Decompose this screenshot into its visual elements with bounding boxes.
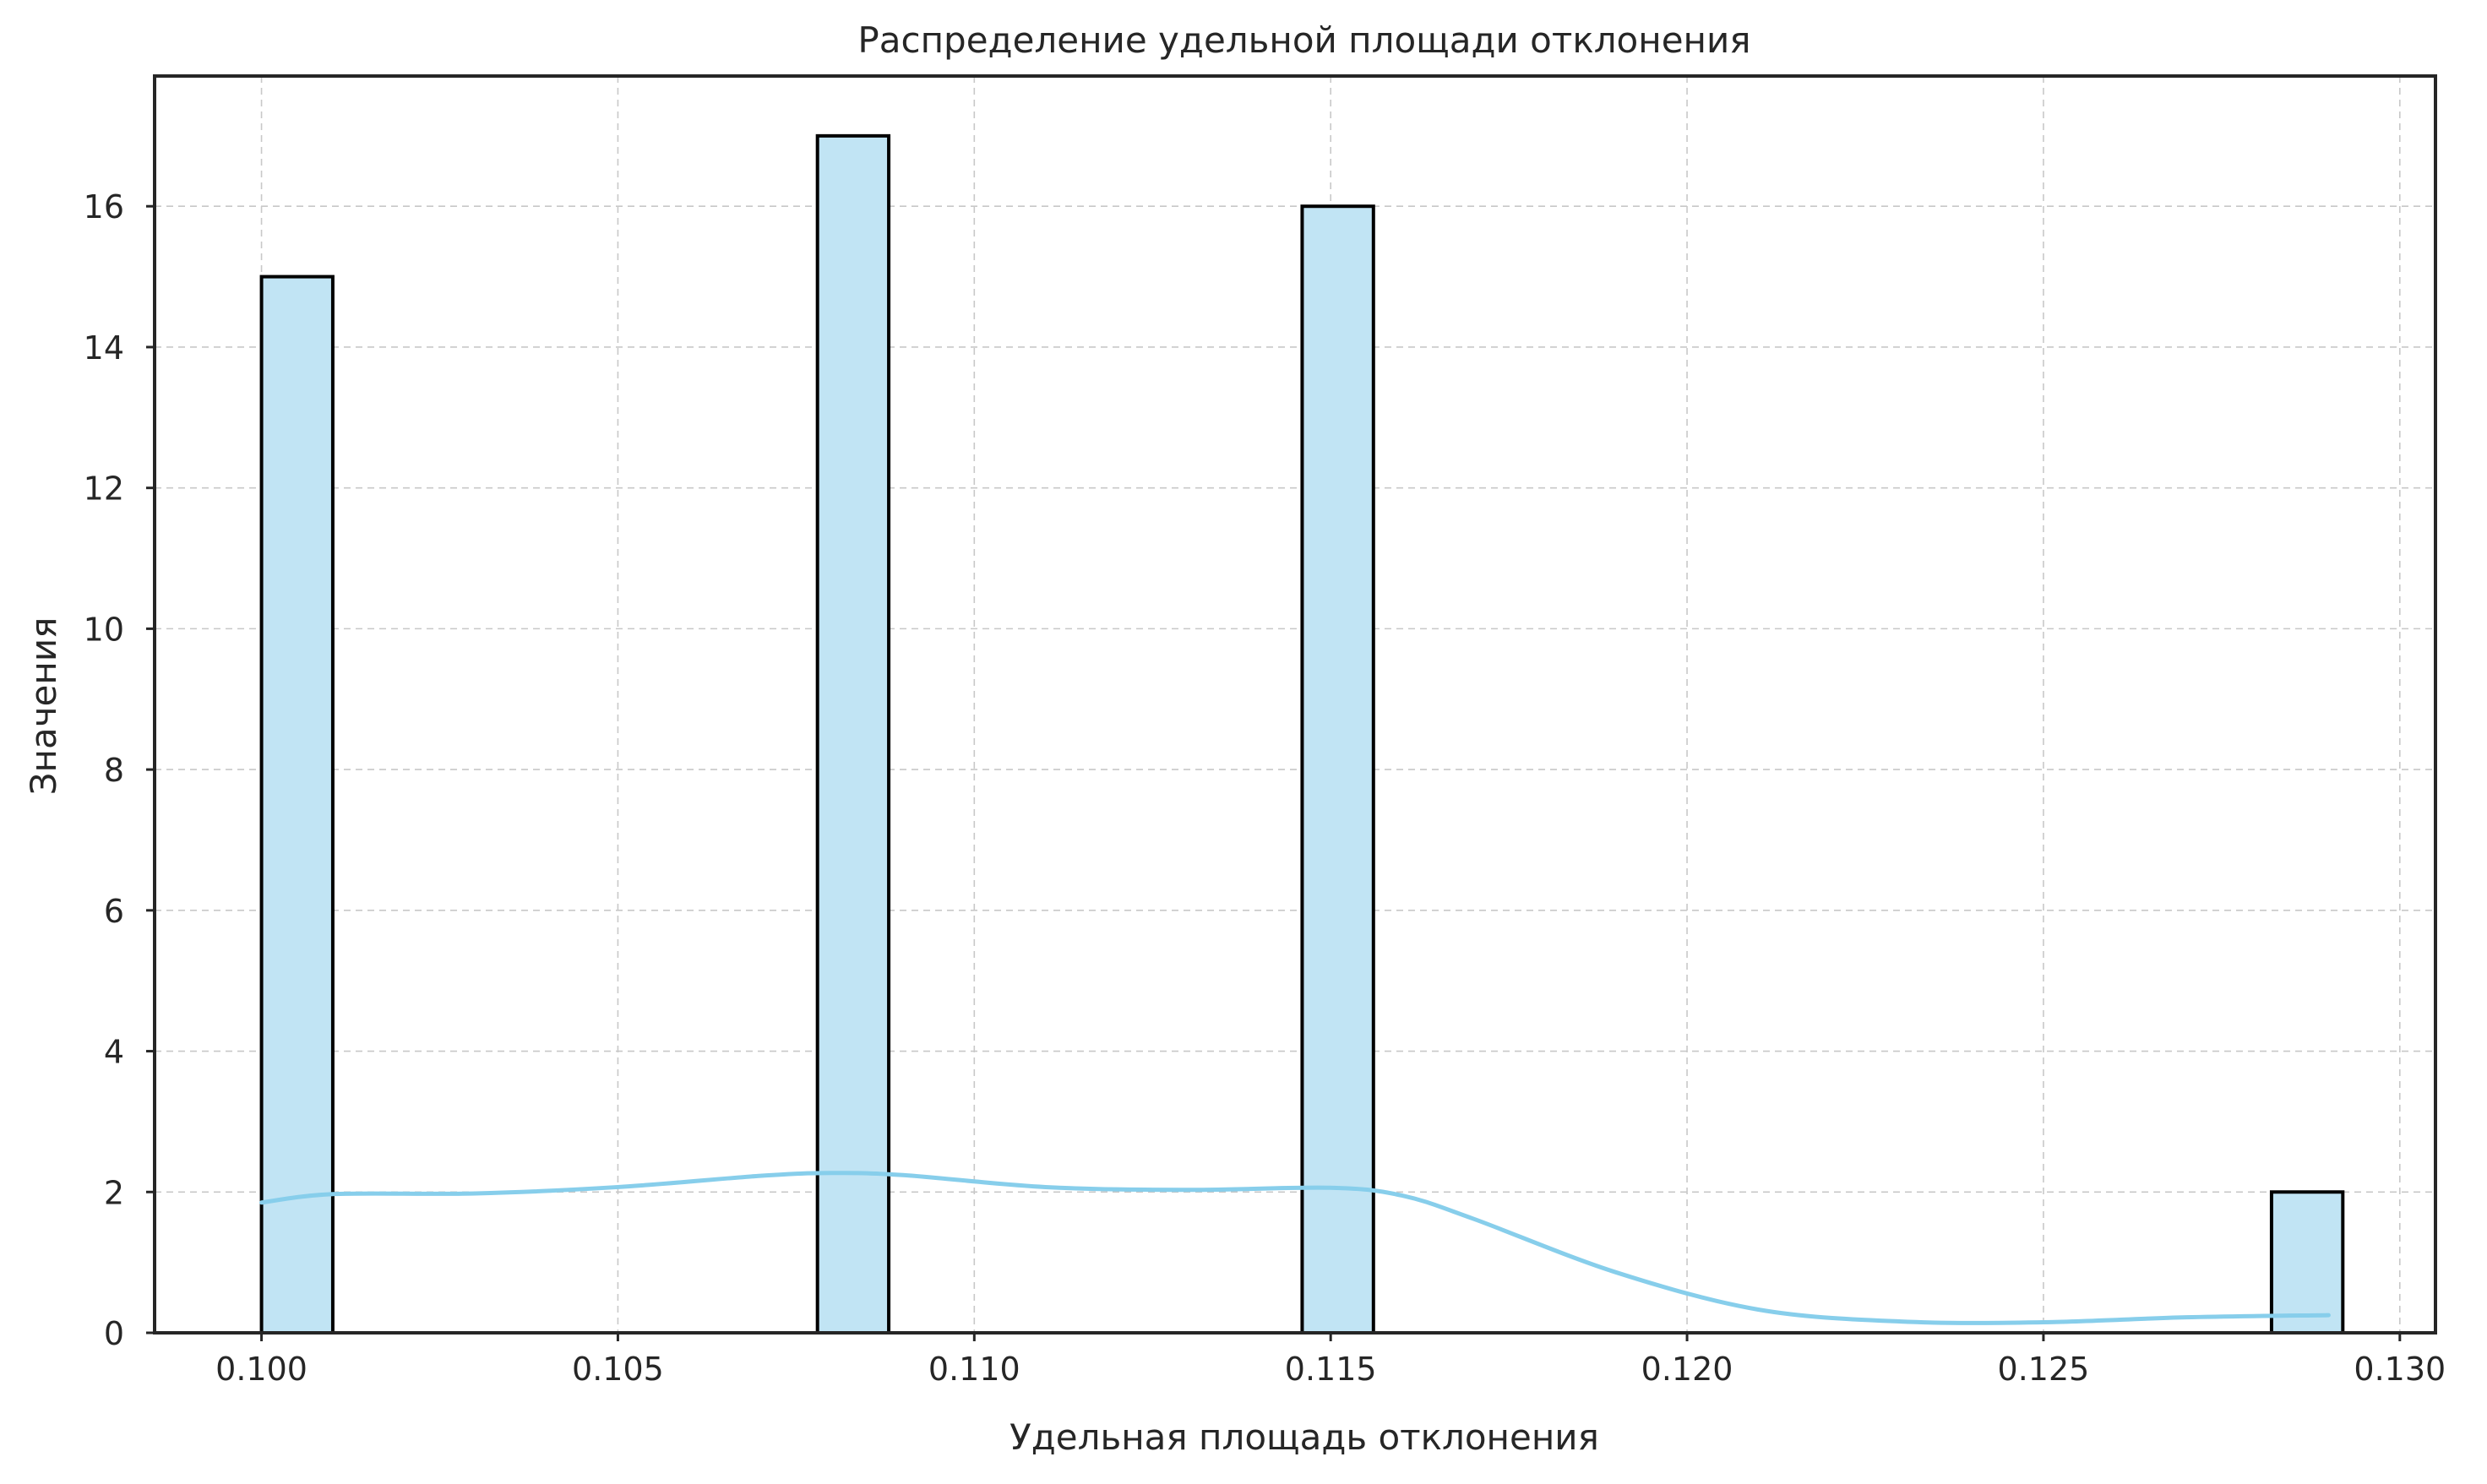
- kde-curve: [259, 1171, 2331, 1325]
- y-axis-ticks: 0 2 4 6 8 10 12 14 16: [84, 188, 155, 1352]
- y-tick-label: 4: [104, 1034, 124, 1071]
- y-tick-label: 6: [104, 893, 124, 930]
- histogram-bar: [1300, 204, 1375, 1335]
- chart-title: Распределение удельной площади отклонени…: [857, 19, 1750, 61]
- y-tick-label: 8: [104, 752, 124, 789]
- histogram-bar: [259, 275, 335, 1335]
- histogram-bars: [259, 133, 2345, 1335]
- x-tick-label: 0.105: [572, 1351, 664, 1388]
- x-tick-label: 0.100: [215, 1351, 307, 1388]
- y-tick-label: 16: [84, 188, 124, 226]
- histogram-bar: [2269, 1190, 2345, 1335]
- x-tick-label: 0.110: [928, 1351, 1020, 1388]
- x-tick-label: 0.130: [2354, 1351, 2446, 1388]
- x-tick-label: 0.120: [1641, 1351, 1733, 1388]
- y-axis-title: Значения: [23, 617, 64, 796]
- grid: [155, 76, 2435, 1334]
- x-tick-label: 0.125: [1998, 1351, 2090, 1388]
- y-tick-label: 12: [84, 470, 124, 508]
- x-axis-ticks: 0.100 0.105 0.110 0.115 0.120 0.125 0.130: [215, 1333, 2446, 1388]
- x-tick-label: 0.115: [1285, 1351, 1377, 1388]
- plot-frame: [153, 74, 2437, 1335]
- y-tick-label: 14: [84, 329, 124, 367]
- y-tick-label: 0: [104, 1315, 124, 1352]
- x-axis-title: Удельная площадь отклонения: [1009, 1416, 1599, 1458]
- histogram-bar: [815, 133, 891, 1335]
- y-tick-label: 2: [104, 1174, 124, 1211]
- y-tick-label: 10: [84, 611, 124, 648]
